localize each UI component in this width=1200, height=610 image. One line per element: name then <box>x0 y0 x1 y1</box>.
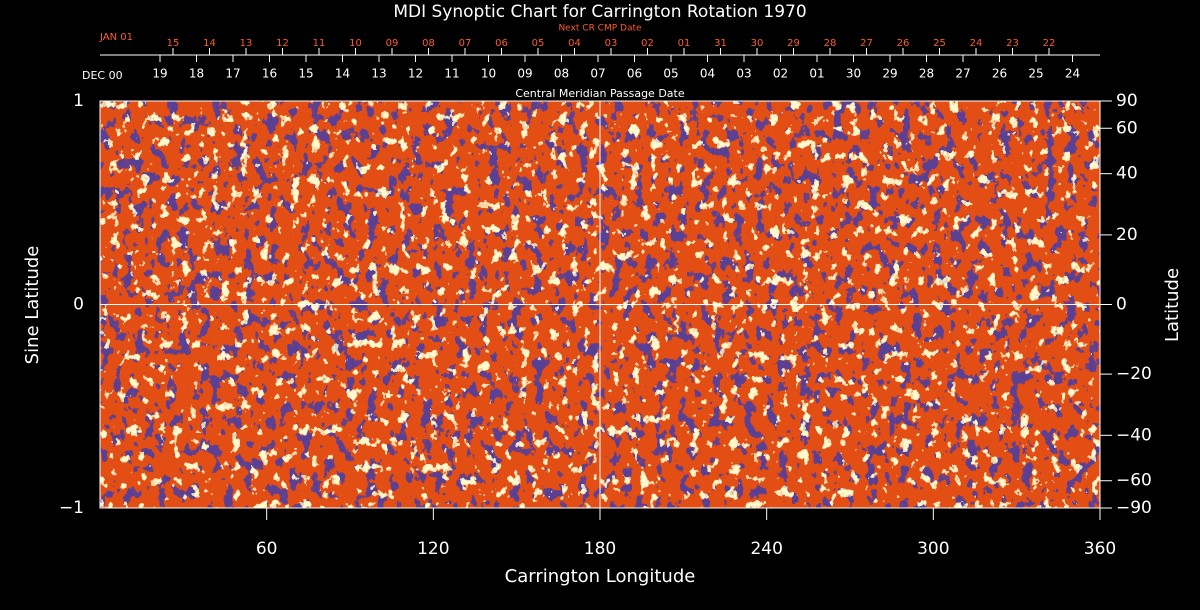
cmp-date: 19 <box>152 67 167 81</box>
cmp-date: 05 <box>663 67 678 81</box>
cmp-date: 25 <box>1028 67 1043 81</box>
next-label: Next CR CMP Date <box>558 24 642 34</box>
next-date: 29 <box>787 38 800 49</box>
next-date: 09 <box>386 38 399 49</box>
next-date: 02 <box>641 38 654 49</box>
x-tick-label: 360 <box>1084 539 1116 559</box>
cmp-date: 27 <box>955 67 970 81</box>
x-tick-label: 120 <box>417 539 449 559</box>
cmp-date: 09 <box>517 67 532 81</box>
cmp-date: 04 <box>700 67 715 81</box>
y2-tick-label: −20 <box>1116 364 1152 384</box>
cmp-date: 24 <box>1065 67 1080 81</box>
cmp-date: 13 <box>371 67 386 81</box>
cmp-date: 01 <box>809 67 824 81</box>
x-tick-label: 300 <box>917 539 949 559</box>
x-tick-label: 180 <box>584 539 616 559</box>
y2-tick-label: −40 <box>1116 425 1152 445</box>
next-date: 13 <box>240 38 253 49</box>
next-date: 26 <box>897 38 910 49</box>
cmp-date: 30 <box>846 67 861 81</box>
next-date: 14 <box>203 38 216 49</box>
y-axis-label: Sine Latitude <box>22 246 43 365</box>
cmp-date: 06 <box>627 67 642 81</box>
next-date: 12 <box>276 38 289 49</box>
next-start: JAN 01 <box>99 32 133 43</box>
y2-tick-label: −60 <box>1116 471 1152 491</box>
next-date: 15 <box>167 38 180 49</box>
cmp-date: 28 <box>919 67 934 81</box>
cmp-date: 02 <box>773 67 788 81</box>
y2-tick-label: 60 <box>1116 118 1138 138</box>
y-tick-label: 0 <box>73 295 84 315</box>
next-date: 30 <box>751 38 764 49</box>
next-date: 28 <box>824 38 837 49</box>
y2-tick-label: −90 <box>1116 498 1152 518</box>
x-tick-label: 60 <box>256 539 278 559</box>
y-tick-label: −1 <box>59 498 84 518</box>
cmp-date: 12 <box>408 67 423 81</box>
y2-axis-label: Latitude <box>1162 268 1183 342</box>
cmp-date: 29 <box>882 67 897 81</box>
cmp-date: 11 <box>444 67 459 81</box>
x-axis-label: Carrington Longitude <box>505 566 696 587</box>
chart-title: MDI Synoptic Chart for Carrington Rotati… <box>393 2 806 22</box>
next-date: 05 <box>532 38 545 49</box>
cmp-date: 18 <box>189 67 204 81</box>
y-tick-label: 1 <box>73 91 84 111</box>
cmp-date: 03 <box>736 67 751 81</box>
next-date: 10 <box>349 38 362 49</box>
cmp-date: 07 <box>590 67 605 81</box>
cmp-date: 08 <box>554 67 569 81</box>
next-date: 23 <box>1006 38 1019 49</box>
next-date: 04 <box>568 38 581 49</box>
cmp-date: 17 <box>225 67 240 81</box>
cmp-start: DEC 00 <box>82 69 123 82</box>
cmp-date: 16 <box>262 67 277 81</box>
next-date: 08 <box>422 38 435 49</box>
y2-tick-label: 90 <box>1116 91 1138 111</box>
y2-tick-label: 0 <box>1116 295 1127 315</box>
next-date: 03 <box>605 38 618 49</box>
cmp-date: 14 <box>335 67 350 81</box>
next-date: 25 <box>933 38 946 49</box>
next-date: 07 <box>459 38 472 49</box>
y2-tick-label: 20 <box>1116 225 1138 245</box>
cmp-date: 10 <box>481 67 496 81</box>
cmp-date: 15 <box>298 67 313 81</box>
next-date: 31 <box>714 38 727 49</box>
next-date: 06 <box>495 38 508 49</box>
next-date: 11 <box>313 38 326 49</box>
next-date: 01 <box>678 38 691 49</box>
next-date: 24 <box>970 38 983 49</box>
x-tick-label: 240 <box>750 539 782 559</box>
next-date: 27 <box>860 38 873 49</box>
cmp-date: 26 <box>992 67 1007 81</box>
y2-tick-label: 40 <box>1116 164 1138 184</box>
cmp-label: Central Meridian Passage Date <box>515 87 684 100</box>
next-date: 22 <box>1043 38 1056 49</box>
